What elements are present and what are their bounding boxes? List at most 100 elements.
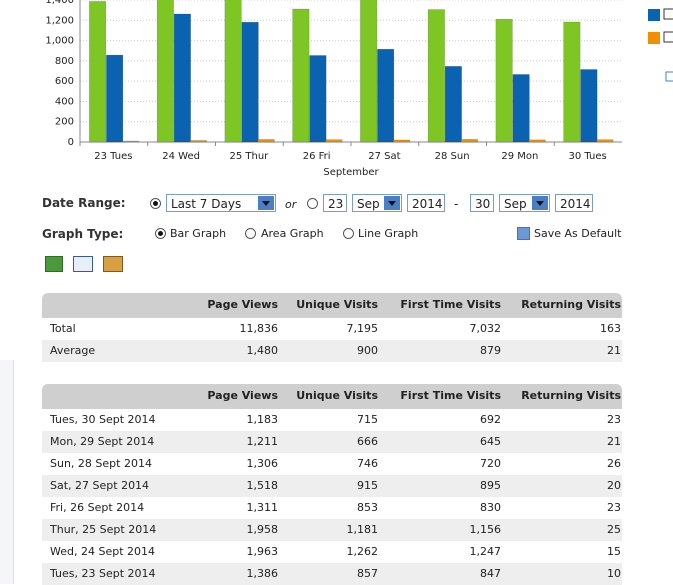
row-label: Total [50,322,76,335]
x-tick-label: 25 Thur [229,151,269,162]
table-cell: 23 [607,501,621,514]
legend-checkbox[interactable] [663,31,673,43]
table-row: Total 11,836 7,195 7,032 163 [42,318,622,340]
table-cell: 23 [607,413,621,426]
column-header: Unique Visits [296,389,378,402]
legend-swatch [648,9,660,21]
bar [241,21,259,143]
table-cell: 853 [357,501,378,514]
bar [173,13,191,143]
bar [325,139,343,143]
legend-checkbox[interactable] [663,8,673,20]
table-cell: 915 [357,479,378,492]
table-cell: 1,306 [246,457,279,470]
table-cell: 895 [480,479,501,492]
radio[interactable] [150,198,161,209]
column-header: Returning Visits [521,298,621,311]
table-cell: 847 [480,567,501,580]
export-xls-icon[interactable] [45,256,63,272]
dropdown [384,196,400,210]
graph-type-label: Graph Type: [42,227,124,241]
table-cell: 900 [357,344,378,357]
table-cell: 857 [357,567,378,580]
y-tick-label: 200 [55,117,74,128]
radio[interactable] [245,228,256,239]
bar [580,69,598,143]
export-csv-icon[interactable] [73,256,93,272]
table-row: Tues, 23 Sept 2014 1,386 857 847 10 [42,563,622,585]
table-row: Tues, 30 Sept 2014 1,183 715 692 23 [42,409,622,431]
day-input[interactable]: 30 [470,194,494,212]
table-cell: 1,247 [469,545,502,558]
bar [495,18,513,143]
table-header: Page Views Unique Visits First Time Visits… [42,293,622,318]
preset-select[interactable]: Last 7 Days [166,194,276,212]
month-select[interactable]: Sep [352,194,402,212]
bar [156,0,174,143]
bar [563,21,581,143]
column-header: Page Views [207,389,278,402]
x-tick-label: 24 Wed [162,151,200,162]
table-row: Wed, 24 Sept 2014 1,963 1,262 1,247 15 [42,541,622,563]
bar [512,74,530,143]
row-label: Thur, 25 Sept 2014 [50,523,157,536]
table-cell: 1,311 [246,501,279,514]
day-input[interactable]: 23 [323,194,347,212]
y-tick-label: 0 [68,137,74,148]
bar [89,1,107,143]
table-row: Sun, 28 Sept 2014 1,306 746 720 26 [42,453,622,475]
checkbox[interactable] [517,227,530,240]
bar [257,139,275,143]
year-input[interactable]: 2014 [555,194,593,212]
radio[interactable] [307,198,318,209]
bar [528,139,546,143]
bar [444,66,462,143]
table-cell: 1,181 [346,523,379,536]
graph-type-option[interactable]: Line Graph [358,227,419,240]
month-select[interactable]: Sep [499,194,550,212]
y-tick-label: 1,000 [45,36,74,47]
x-tick-label: 27 Sat [368,151,400,162]
row-label: Mon, 29 Sept 2014 [50,435,155,448]
bar [106,54,124,143]
year-input[interactable]: 2014 [407,194,445,212]
y-tick-label: 1,400 [45,0,74,6]
graph-type-option[interactable]: Bar Graph [170,227,227,240]
table-row: Fri, 26 Sept 2014 1,311 853 830 23 [42,497,622,519]
legend-checkbox[interactable] [665,71,673,82]
column-header: Returning Visits [521,389,621,402]
table-cell: 830 [480,501,501,514]
table-cell: 11,836 [239,322,279,335]
table-cell: 645 [480,435,501,448]
dropdown [532,196,548,210]
side-panel [0,360,14,584]
row-label: Average [50,344,96,357]
date-range-label: Date Range: [42,196,126,210]
table-cell: 10 [607,567,621,580]
table-header: Page Views Unique Visits First Time Visits… [42,384,622,409]
or-text: or [285,198,297,211]
y-tick-label: 800 [55,56,74,67]
dropdown [258,196,274,210]
export-chart-icon[interactable] [103,256,123,272]
table-cell: 1,156 [469,523,502,536]
table-cell: 15 [607,545,621,558]
bar [292,8,310,143]
bar [122,140,140,143]
bar [460,139,478,143]
x-tick-label: 23 Tues [94,151,132,162]
row-label: Fri, 26 Sept 2014 [50,501,145,514]
radio[interactable] [155,228,166,239]
save-default[interactable]: Save As Default [534,227,622,240]
table-cell: 26 [607,457,621,470]
graph-type-option[interactable]: Area Graph [261,227,324,240]
row-label: Wed, 24 Sept 2014 [50,545,156,558]
radio[interactable] [343,228,354,239]
row-label: Tues, 23 Sept 2014 [50,567,156,580]
bar [224,0,242,143]
table-cell: 25 [607,523,621,536]
column-header: Page Views [207,298,278,311]
bar [427,9,445,143]
row-label: Sat, 27 Sept 2014 [50,479,150,492]
